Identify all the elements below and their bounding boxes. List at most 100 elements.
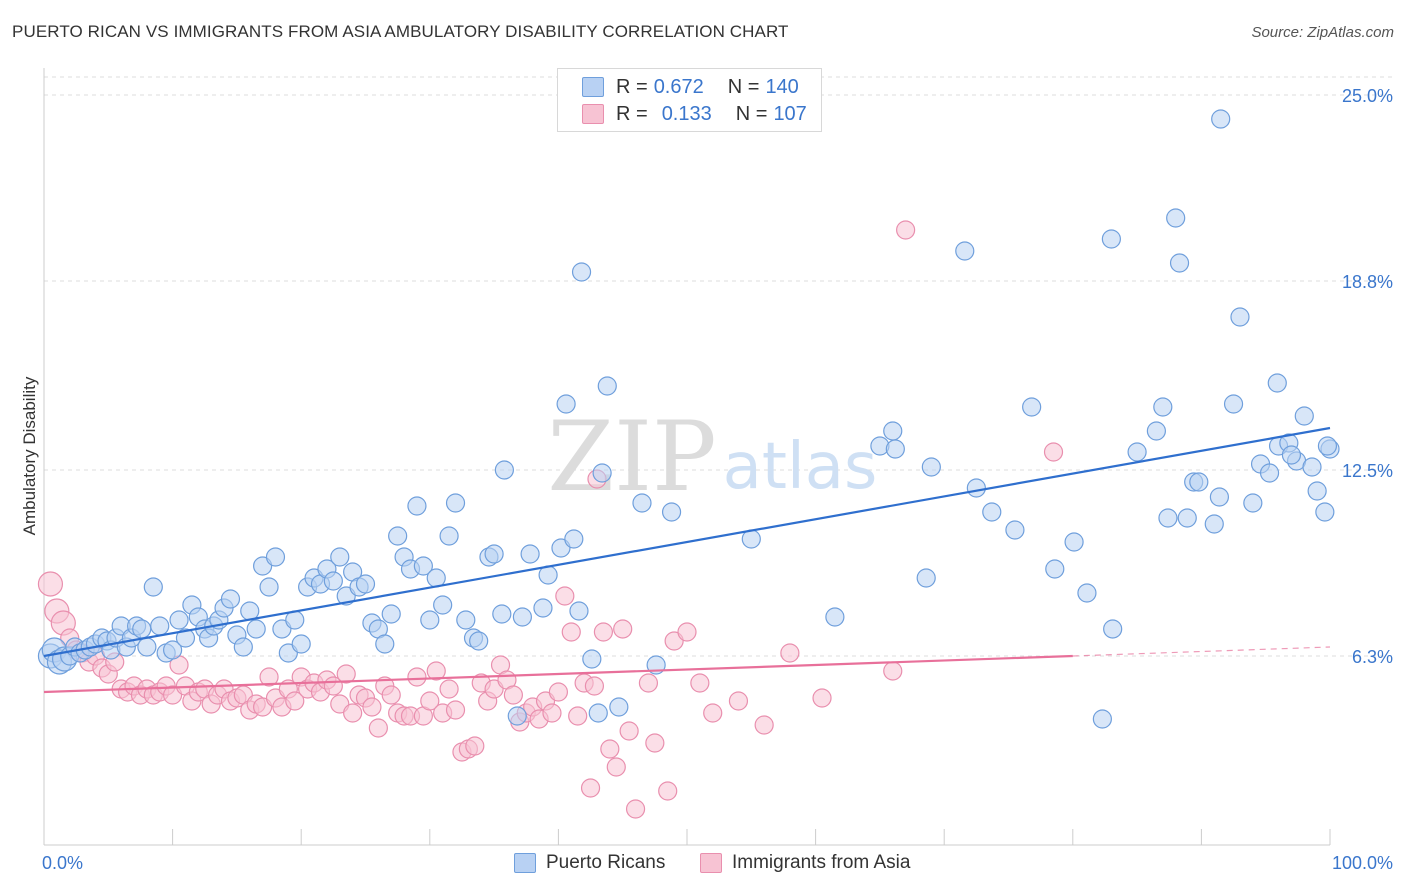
- data-point: [259, 667, 279, 687]
- legend-r-value: 0.672: [653, 75, 704, 98]
- data-point: [780, 643, 800, 663]
- data-point: [381, 685, 401, 705]
- data-point: [825, 607, 845, 627]
- data-point: [568, 706, 588, 726]
- data-point: [593, 622, 614, 642]
- y-tick-label: 12.5%: [1342, 461, 1393, 481]
- data-point: [323, 571, 343, 591]
- data-point: [426, 661, 446, 681]
- data-point: [285, 691, 305, 711]
- data-point: [982, 502, 1002, 522]
- data-point: [613, 619, 633, 639]
- legend-n-value: 140: [765, 75, 799, 98]
- data-point: [658, 781, 678, 801]
- data-point: [465, 736, 485, 756]
- data-point: [564, 529, 584, 549]
- data-point: [445, 493, 466, 513]
- data-point: [1223, 394, 1244, 414]
- legend-swatch-blue: [582, 77, 604, 97]
- data-point: [420, 610, 440, 630]
- data-point: [259, 577, 279, 597]
- data-point: [1204, 514, 1224, 534]
- data-point: [388, 526, 408, 546]
- series-immigrants-from-asia: [37, 220, 1064, 819]
- data-point: [677, 622, 697, 642]
- legend-row-puerto-ricans: R = 0.672 N = 140: [582, 75, 799, 99]
- data-point: [233, 637, 253, 657]
- data-point: [1146, 421, 1166, 441]
- data-point: [966, 478, 986, 498]
- data-point: [1077, 583, 1097, 603]
- data-point: [407, 496, 427, 516]
- data-point: [1189, 472, 1209, 492]
- data-point: [375, 634, 395, 654]
- data-point: [632, 493, 652, 513]
- data-point: [883, 661, 903, 681]
- bottom-legend-swatch-blue: [514, 853, 536, 873]
- data-point: [1317, 436, 1338, 456]
- data-point: [37, 571, 64, 597]
- data-point: [645, 733, 665, 753]
- data-point: [812, 688, 832, 708]
- x-tick-label-max: 100.0%: [1332, 853, 1393, 873]
- data-point: [548, 682, 569, 702]
- data-point: [1243, 493, 1263, 513]
- bottom-legend-label: Puerto Ricans: [546, 852, 666, 873]
- data-point: [588, 703, 608, 723]
- data-point: [606, 757, 626, 777]
- data-point: [1302, 457, 1322, 477]
- data-point: [413, 556, 433, 576]
- data-point: [1158, 508, 1178, 528]
- watermark: ZIP atlas: [547, 401, 877, 513]
- bottom-legend-label: Immigrants from Asia: [732, 852, 911, 873]
- data-point: [921, 457, 941, 477]
- data-point: [150, 616, 170, 636]
- data-point: [439, 679, 459, 699]
- data-point: [609, 697, 629, 717]
- data-point: [330, 547, 350, 567]
- legend-r-value: 0.133: [661, 102, 712, 125]
- data-point: [582, 649, 602, 669]
- legend-row-immigrants-from-asia: R = 0.133 N = 107: [582, 102, 807, 126]
- data-point: [1315, 502, 1335, 522]
- data-point: [1281, 445, 1302, 465]
- data-point: [1209, 487, 1230, 507]
- trend-line-immigrants-extension: [1072, 646, 1331, 657]
- data-point: [1169, 253, 1190, 273]
- data-point: [638, 673, 659, 693]
- data-point: [1294, 406, 1314, 426]
- data-point: [1177, 508, 1197, 528]
- data-point: [1166, 208, 1186, 228]
- series-puerto-ricans: [37, 109, 1340, 729]
- data-point: [368, 718, 388, 738]
- data-point: [584, 676, 605, 696]
- chart-title: PUERTO RICAN VS IMMIGRANTS FROM ASIA AMB…: [12, 22, 789, 41]
- legend-r-label: R =: [616, 75, 648, 98]
- data-point: [420, 691, 440, 711]
- legend-r-label: R =: [616, 102, 648, 125]
- data-point: [1045, 559, 1065, 579]
- data-point: [503, 685, 523, 705]
- data-point: [175, 628, 196, 648]
- legend-n-label: N =: [735, 102, 768, 125]
- data-point: [143, 577, 163, 597]
- data-point: [1064, 532, 1084, 552]
- data-point: [754, 715, 774, 735]
- trend-line-immigrants-from-asia: [43, 654, 1073, 694]
- data-point: [1043, 442, 1064, 462]
- data-point: [533, 598, 553, 618]
- y-tick-label: 18.8%: [1342, 272, 1393, 292]
- data-point: [1211, 109, 1231, 129]
- tick-labels: 6.3% 12.5% 18.8% 25.0% 0.0% 100.0%: [42, 86, 1393, 873]
- trend-line-puerto-ricans: [43, 426, 1331, 658]
- data-point: [439, 526, 459, 546]
- data-point: [433, 595, 453, 615]
- source-label: Source: ZipAtlas.com: [1251, 24, 1394, 41]
- data-point: [542, 703, 562, 723]
- data-point: [246, 619, 266, 639]
- y-tick-label: 25.0%: [1342, 86, 1393, 106]
- data-point: [916, 568, 936, 588]
- data-point: [336, 664, 356, 684]
- data-point: [619, 721, 639, 741]
- data-point: [492, 604, 512, 624]
